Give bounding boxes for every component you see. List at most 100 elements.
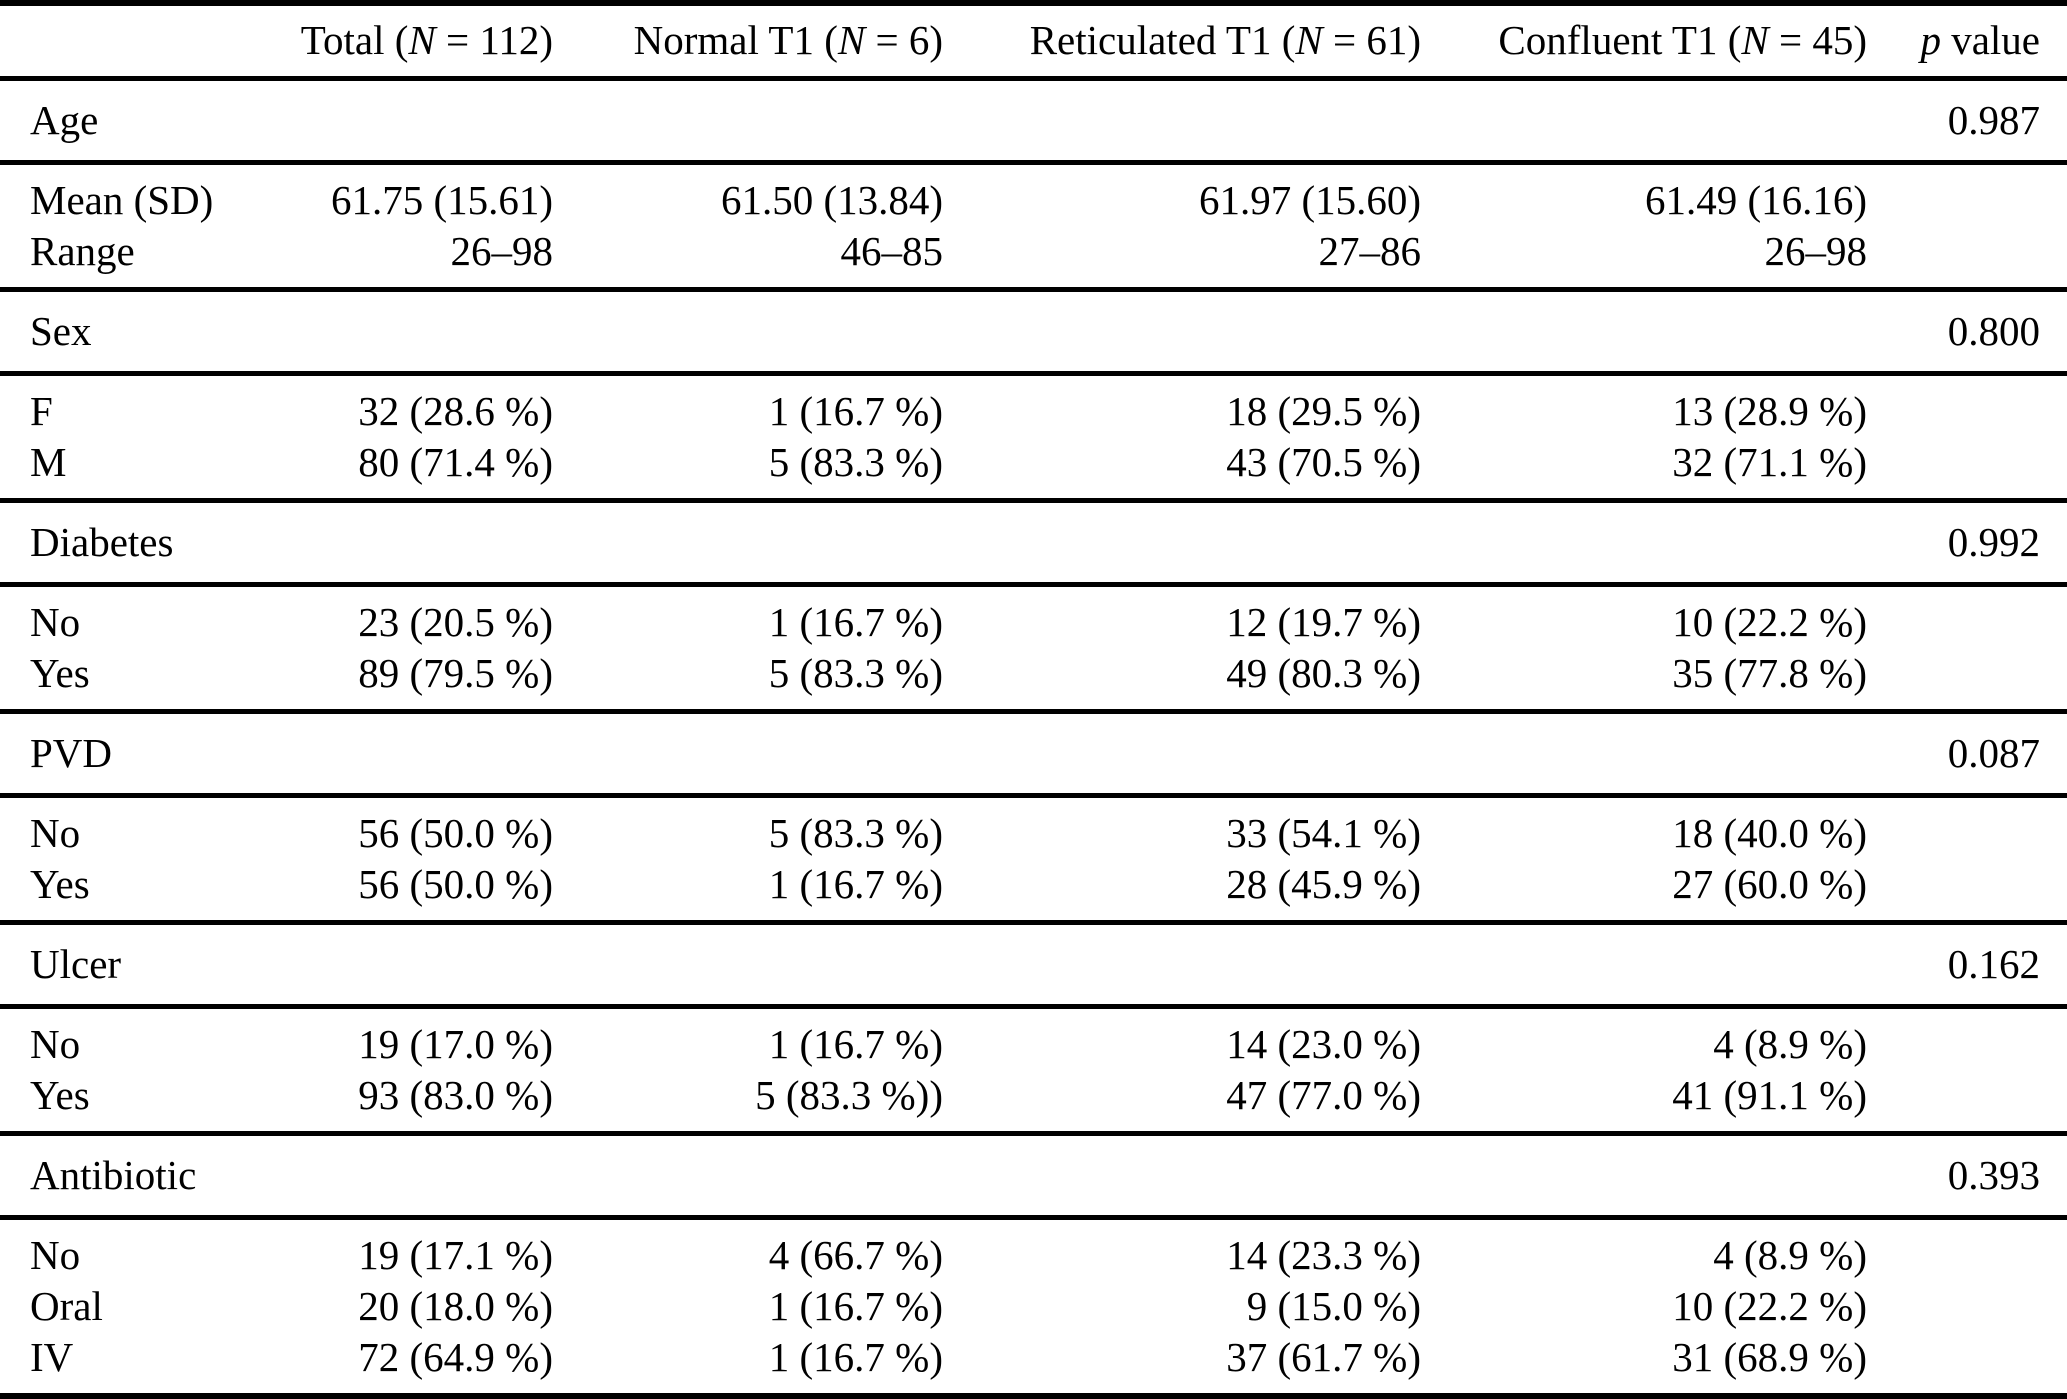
cell-total: 80 (71.4 %) xyxy=(358,439,553,485)
column-header-reticulated-t1: Reticulated T1 (N = 61) xyxy=(943,3,1421,79)
cell-p-empty xyxy=(1867,374,2067,438)
cell-normal-t1: 1 (16.7 %) xyxy=(768,1021,943,1067)
cell-total: 72 (64.9 %) xyxy=(358,1334,553,1380)
cell-p-empty xyxy=(1867,1070,2067,1134)
category-label: Diabetes xyxy=(30,519,174,565)
column-header-total: Total (N = 112) xyxy=(280,3,553,79)
header-text-pre: Normal T1 ( xyxy=(633,17,838,63)
header-text-pre: Total ( xyxy=(300,17,409,63)
cell-confluent-t1: 32 (71.1 %) xyxy=(1672,439,1867,485)
p-value: 0.800 xyxy=(1947,308,2040,354)
cell-p-empty xyxy=(1867,796,2067,860)
row-label: Mean (SD) xyxy=(30,177,214,223)
n-variable: N xyxy=(1741,17,1769,63)
cell-total: 56 (50.0 %) xyxy=(358,810,553,856)
category-label: PVD xyxy=(30,730,113,776)
data-row-diabetes-no: No 23 (20.5 %) 1 (16.7 %) 12 (19.7 %) 10… xyxy=(0,585,2067,649)
column-header-normal-t1: Normal T1 (N = 6) xyxy=(553,3,943,79)
section-row-diabetes: Diabetes 0.992 xyxy=(0,500,2067,585)
cell-confluent-t1: 26–98 xyxy=(1764,228,1868,274)
cell-normal-t1: 1 (16.7 %) xyxy=(768,1334,943,1380)
p-value: 0.087 xyxy=(1947,730,2040,776)
category-label: Antibiotic xyxy=(30,1152,197,1198)
header-row: Total (N = 112) Normal T1 (N = 6) Reticu… xyxy=(0,3,2067,79)
cell-p-empty xyxy=(1867,437,2067,501)
cell-p-empty xyxy=(1867,859,2067,923)
data-row-sex-m: M 80 (71.4 %) 5 (83.3 %) 43 (70.5 %) 32 … xyxy=(0,437,2067,501)
category-label: Ulcer xyxy=(30,941,122,987)
data-row-ulcer-no: No 19 (17.0 %) 1 (16.7 %) 14 (23.0 %) 4 … xyxy=(0,1007,2067,1071)
data-row-pvd-yes: Yes 56 (50.0 %) 1 (16.7 %) 28 (45.9 %) 2… xyxy=(0,859,2067,923)
section-row-sex: Sex 0.800 xyxy=(0,289,2067,374)
row-label: No xyxy=(30,1021,81,1067)
header-text-pre: Confluent T1 ( xyxy=(1498,17,1742,63)
cell-normal-t1: 5 (83.3 %)) xyxy=(755,1072,943,1118)
cell-total: 20 (18.0 %) xyxy=(358,1283,553,1329)
column-header-p-value: p value xyxy=(1867,3,2067,79)
cell-normal-t1: 46–85 xyxy=(840,228,944,274)
cell-p-empty xyxy=(1867,226,2067,290)
spacer-cell xyxy=(280,501,1867,585)
p-value: 0.992 xyxy=(1947,519,2040,565)
cell-confluent-t1: 18 (40.0 %) xyxy=(1672,810,1867,856)
cell-confluent-t1: 10 (22.2 %) xyxy=(1672,599,1867,645)
p-value: 0.987 xyxy=(1947,97,2040,143)
cell-normal-t1: 1 (16.7 %) xyxy=(768,388,943,434)
cell-total: 56 (50.0 %) xyxy=(358,861,553,907)
data-row-antibiotic-iv: IV 72 (64.9 %) 1 (16.7 %) 37 (61.7 %) 31… xyxy=(0,1332,2067,1396)
data-row-diabetes-yes: Yes 89 (79.5 %) 5 (83.3 %) 49 (80.3 %) 3… xyxy=(0,648,2067,712)
p-value: 0.162 xyxy=(1947,941,2040,987)
cell-total: 89 (79.5 %) xyxy=(358,650,553,696)
row-label: IV xyxy=(30,1334,74,1380)
cell-reticulated-t1: 33 (54.1 %) xyxy=(1226,810,1421,856)
cell-p-empty xyxy=(1867,1332,2067,1396)
cell-total: 26–98 xyxy=(450,228,554,274)
cell-p-empty xyxy=(1867,585,2067,649)
cell-confluent-t1: 61.49 (16.16) xyxy=(1644,177,1867,223)
row-label: Yes xyxy=(30,861,90,907)
cell-confluent-t1: 27 (60.0 %) xyxy=(1672,861,1867,907)
cell-reticulated-t1: 14 (23.3 %) xyxy=(1226,1232,1421,1278)
data-row-antibiotic-no: No 19 (17.1 %) 4 (66.7 %) 14 (23.3 %) 4 … xyxy=(0,1218,2067,1282)
column-header-empty xyxy=(0,3,280,79)
section-row-pvd: PVD 0.087 xyxy=(0,711,2067,796)
cell-confluent-t1: 4 (8.9 %) xyxy=(1713,1021,1867,1067)
header-text-pre: Reticulated T1 ( xyxy=(1029,17,1296,63)
cell-normal-t1: 61.50 (13.84) xyxy=(720,177,943,223)
cell-p-empty xyxy=(1867,648,2067,712)
row-label: No xyxy=(30,1232,81,1278)
cell-normal-t1: 5 (83.3 %) xyxy=(768,810,943,856)
cell-normal-t1: 5 (83.3 %) xyxy=(768,650,943,696)
header-text-post: value xyxy=(1940,17,2040,63)
spacer-cell xyxy=(280,79,1867,163)
data-row-age-range: Range 26–98 46–85 27–86 26–98 xyxy=(0,226,2067,290)
data-row-ulcer-yes: Yes 93 (83.0 %) 5 (83.3 %)) 47 (77.0 %) … xyxy=(0,1070,2067,1134)
section-row-ulcer: Ulcer 0.162 xyxy=(0,922,2067,1007)
row-label: Yes xyxy=(30,1072,90,1118)
data-row-pvd-no: No 56 (50.0 %) 5 (83.3 %) 33 (54.1 %) 18… xyxy=(0,796,2067,860)
row-label: F xyxy=(30,388,53,434)
cell-p-empty xyxy=(1867,1007,2067,1071)
n-variable: N xyxy=(837,17,866,63)
header-text-post: = 45) xyxy=(1768,17,1867,63)
row-label: Oral xyxy=(30,1283,103,1329)
cell-confluent-t1: 31 (68.9 %) xyxy=(1672,1334,1867,1380)
cell-reticulated-t1: 37 (61.7 %) xyxy=(1226,1334,1421,1380)
row-label: No xyxy=(30,810,81,856)
cell-p-empty xyxy=(1867,1281,2067,1332)
section-row-age: Age 0.987 xyxy=(0,78,2067,163)
category-label: Age xyxy=(30,97,99,143)
cell-normal-t1: 4 (66.7 %) xyxy=(768,1232,943,1278)
cell-confluent-t1: 4 (8.9 %) xyxy=(1713,1232,1867,1278)
data-row-age-mean: Mean (SD) 61.75 (15.61) 61.50 (13.84) 61… xyxy=(0,163,2067,227)
cell-reticulated-t1: 18 (29.5 %) xyxy=(1226,388,1421,434)
header-text-post: = 61) xyxy=(1322,17,1421,63)
cell-total: 32 (28.6 %) xyxy=(358,388,553,434)
row-label: M xyxy=(30,439,67,485)
cell-reticulated-t1: 14 (23.0 %) xyxy=(1226,1021,1421,1067)
cell-total: 19 (17.0 %) xyxy=(358,1021,553,1067)
category-label: Sex xyxy=(30,308,92,354)
header-text-post: = 112) xyxy=(435,17,553,63)
n-variable: N xyxy=(1295,17,1323,63)
cell-reticulated-t1: 61.97 (15.60) xyxy=(1198,177,1421,223)
